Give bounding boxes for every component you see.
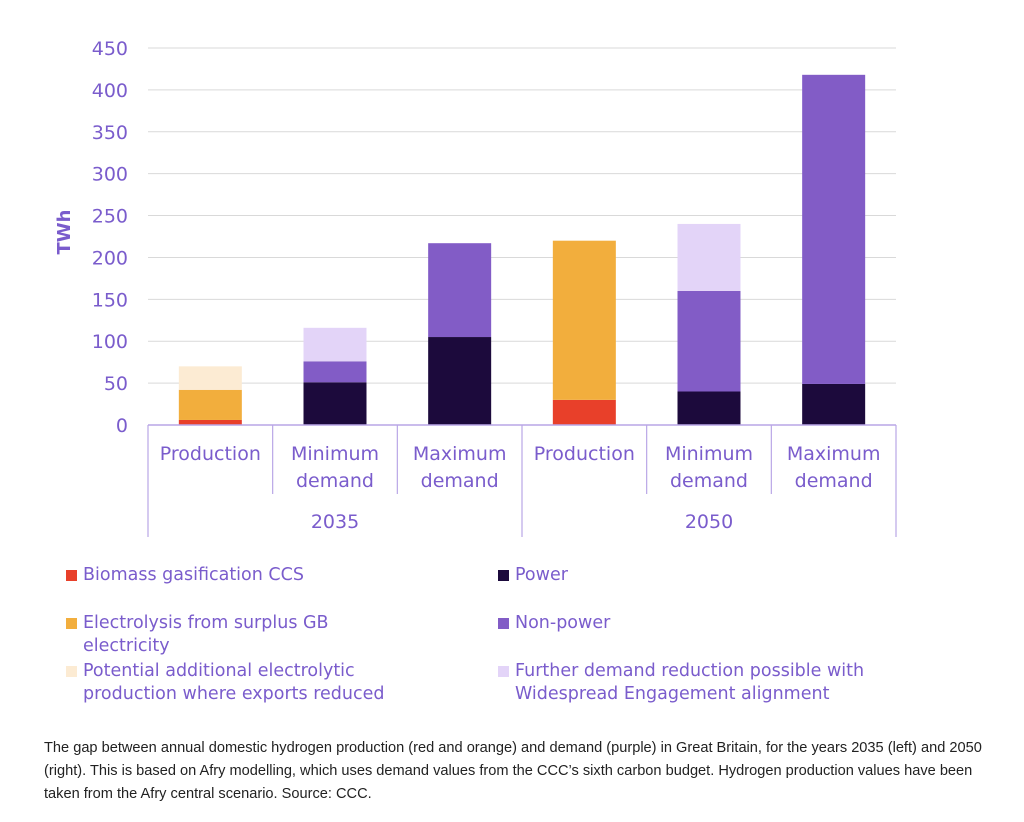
- legend-swatch: [66, 666, 77, 677]
- bar-segment: [428, 337, 492, 425]
- legend-label: Non-power: [515, 613, 611, 633]
- legend-label: Potential additional electrolytic produc…: [83, 661, 385, 704]
- legend-item: Potential additional electrolytic produc…: [66, 660, 426, 706]
- bar-segment: [802, 74, 866, 384]
- bar-segment: [428, 243, 492, 338]
- legend-label: Biomass gasification CCS: [83, 565, 304, 585]
- legend-swatch: [66, 618, 77, 629]
- y-tick-label: 300: [92, 164, 128, 186]
- legend-item: Power: [498, 564, 918, 587]
- bar-segment: [677, 223, 741, 291]
- legend-item: Non-power: [498, 612, 918, 635]
- legend-swatch: [498, 666, 509, 677]
- y-tick-label: 100: [92, 331, 128, 353]
- bar-segment: [303, 327, 367, 362]
- group-label: 2050: [685, 511, 733, 533]
- x-tick-label: demand: [421, 470, 499, 492]
- y-tick-label: 0: [116, 415, 128, 437]
- x-tick-label: Maximum: [787, 443, 881, 465]
- x-tick-label: Production: [534, 443, 635, 465]
- y-axis-label: TWh: [54, 210, 75, 255]
- x-tick-label: Production: [160, 443, 261, 465]
- y-tick-label: 200: [92, 247, 128, 269]
- bar-segment: [677, 391, 741, 425]
- legend: Biomass gasification CCS Power Electrolysi…: [66, 562, 946, 712]
- bar-segment: [178, 419, 242, 425]
- x-tick-label: demand: [670, 470, 748, 492]
- legend-label: Electrolysis from surplus GB electricity: [83, 613, 329, 656]
- legend-item: Electrolysis from surplus GB electricity: [66, 612, 366, 658]
- stacked-bar-chart: 0 50 100 150 200 250 300 350 400 450 TWh Producti…: [54, 38, 897, 537]
- legend-item: Further demand reduction possible with W…: [498, 660, 928, 706]
- x-axis: Production Minimum demand Maximum demand Prod…: [147, 424, 897, 537]
- legend-item: Biomass gasification CCS: [66, 564, 366, 587]
- y-tick-label: 50: [104, 373, 128, 395]
- bars: [178, 74, 866, 425]
- bar-segment: [303, 361, 367, 383]
- bar-segment: [178, 366, 242, 390]
- y-tick-label: 150: [92, 289, 128, 311]
- legend-label: Power: [515, 565, 568, 585]
- x-tick-label: demand: [795, 470, 873, 492]
- figure-caption: The gap between annual domestic hydrogen…: [44, 740, 982, 802]
- y-tick-label: 400: [92, 80, 128, 102]
- y-tick-label: 450: [92, 38, 128, 60]
- y-tick-label: 350: [92, 122, 128, 144]
- bar-segment: [552, 240, 616, 400]
- y-tick-label: 250: [92, 206, 128, 228]
- group-label: 2035: [311, 511, 359, 533]
- bar-segment: [677, 290, 741, 392]
- legend-label: Further demand reduction possible with W…: [515, 661, 865, 704]
- bar-segment: [303, 382, 367, 425]
- legend-swatch: [498, 570, 509, 581]
- bar-segment: [552, 399, 616, 425]
- x-tick-label: Minimum: [665, 443, 753, 465]
- legend-swatch: [498, 618, 509, 629]
- x-tick-label: Minimum: [291, 443, 379, 465]
- x-tick-label: demand: [296, 470, 374, 492]
- gridlines: [148, 47, 896, 384]
- bar-segment: [802, 383, 866, 425]
- x-tick-label: Maximum: [413, 443, 507, 465]
- bar-segment: [178, 389, 242, 420]
- y-axis-ticks: 0 50 100 150 200 250 300 350 400 450: [92, 38, 128, 437]
- legend-swatch: [66, 570, 77, 581]
